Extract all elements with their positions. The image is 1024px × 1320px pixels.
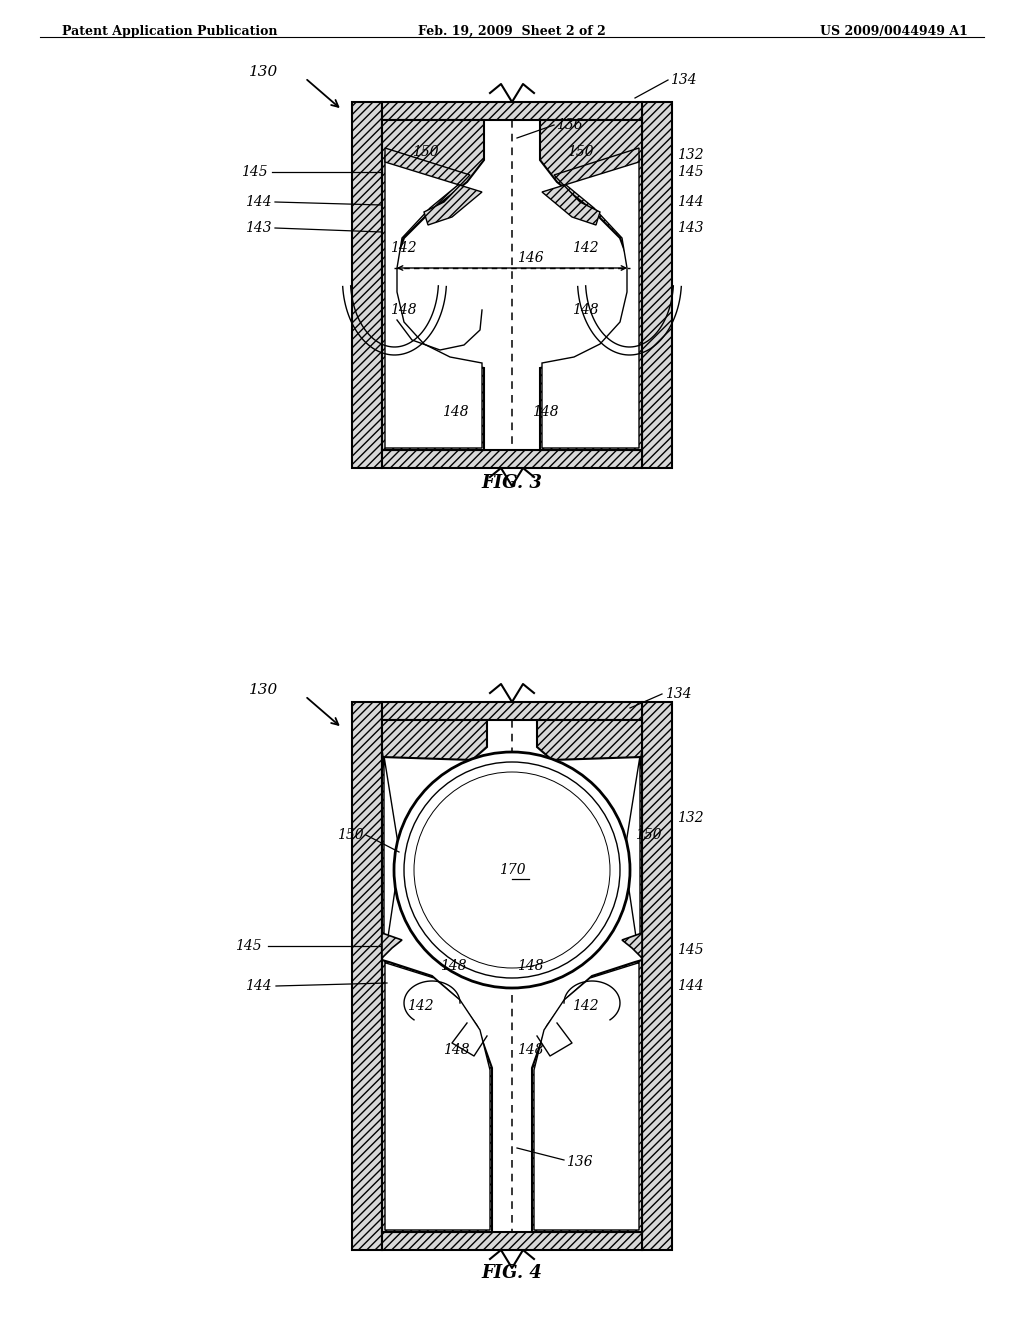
Text: 136: 136	[556, 117, 583, 132]
Polygon shape	[385, 961, 490, 1230]
Text: 145: 145	[677, 165, 703, 180]
Text: 144: 144	[677, 979, 703, 993]
Text: Feb. 19, 2009  Sheet 2 of 2: Feb. 19, 2009 Sheet 2 of 2	[418, 25, 606, 38]
Text: 148: 148	[443, 1043, 470, 1057]
Text: 144: 144	[246, 979, 272, 993]
Text: 134: 134	[670, 73, 696, 87]
Polygon shape	[382, 450, 642, 469]
Text: 145: 145	[236, 939, 262, 953]
Text: 148: 148	[442, 405, 469, 418]
Polygon shape	[385, 154, 482, 447]
Text: 130: 130	[249, 65, 278, 79]
Text: US 2009/0044949 A1: US 2009/0044949 A1	[820, 25, 968, 38]
Text: 150: 150	[567, 145, 594, 158]
Text: 132: 132	[677, 810, 703, 825]
Polygon shape	[537, 719, 642, 760]
Polygon shape	[534, 961, 639, 1230]
Text: 143: 143	[677, 220, 703, 235]
Polygon shape	[352, 702, 382, 1250]
Polygon shape	[642, 102, 672, 469]
Polygon shape	[382, 102, 642, 120]
Text: FIG. 4: FIG. 4	[481, 1265, 543, 1282]
Polygon shape	[542, 148, 639, 224]
Text: 130: 130	[249, 682, 278, 697]
Text: 148: 148	[572, 304, 599, 317]
Text: FIG. 3: FIG. 3	[481, 474, 543, 492]
Text: 150: 150	[412, 145, 438, 158]
Polygon shape	[382, 1232, 642, 1250]
Text: 142: 142	[390, 242, 417, 255]
Text: 143: 143	[246, 220, 272, 235]
Text: 142: 142	[572, 242, 599, 255]
Text: 150: 150	[337, 828, 364, 842]
Text: 142: 142	[572, 999, 599, 1012]
Text: 148: 148	[532, 405, 559, 418]
Polygon shape	[532, 752, 642, 1232]
Text: 146: 146	[517, 251, 544, 265]
Text: Patent Application Publication: Patent Application Publication	[62, 25, 278, 38]
Text: 142: 142	[407, 999, 433, 1012]
Polygon shape	[642, 702, 672, 1250]
Polygon shape	[382, 752, 492, 1232]
Polygon shape	[382, 702, 642, 719]
Polygon shape	[622, 933, 642, 958]
Polygon shape	[382, 933, 402, 958]
Text: 150: 150	[635, 828, 662, 842]
Polygon shape	[352, 102, 382, 469]
Text: 144: 144	[677, 195, 703, 209]
Text: 145: 145	[242, 165, 268, 180]
Polygon shape	[385, 148, 482, 224]
Polygon shape	[542, 154, 639, 447]
Polygon shape	[382, 120, 484, 450]
Polygon shape	[382, 719, 487, 760]
Text: 148: 148	[517, 1043, 544, 1057]
Text: 148: 148	[390, 304, 417, 317]
Text: 136: 136	[566, 1155, 593, 1170]
Text: 170: 170	[499, 863, 525, 876]
Polygon shape	[384, 756, 400, 937]
Polygon shape	[624, 756, 640, 937]
Text: 134: 134	[665, 686, 691, 701]
Text: 145: 145	[677, 942, 703, 957]
Text: 148: 148	[440, 960, 467, 973]
Text: 144: 144	[246, 195, 272, 209]
Polygon shape	[540, 120, 642, 450]
Circle shape	[394, 752, 630, 987]
Text: 132: 132	[677, 148, 703, 162]
Text: 148: 148	[517, 960, 544, 973]
